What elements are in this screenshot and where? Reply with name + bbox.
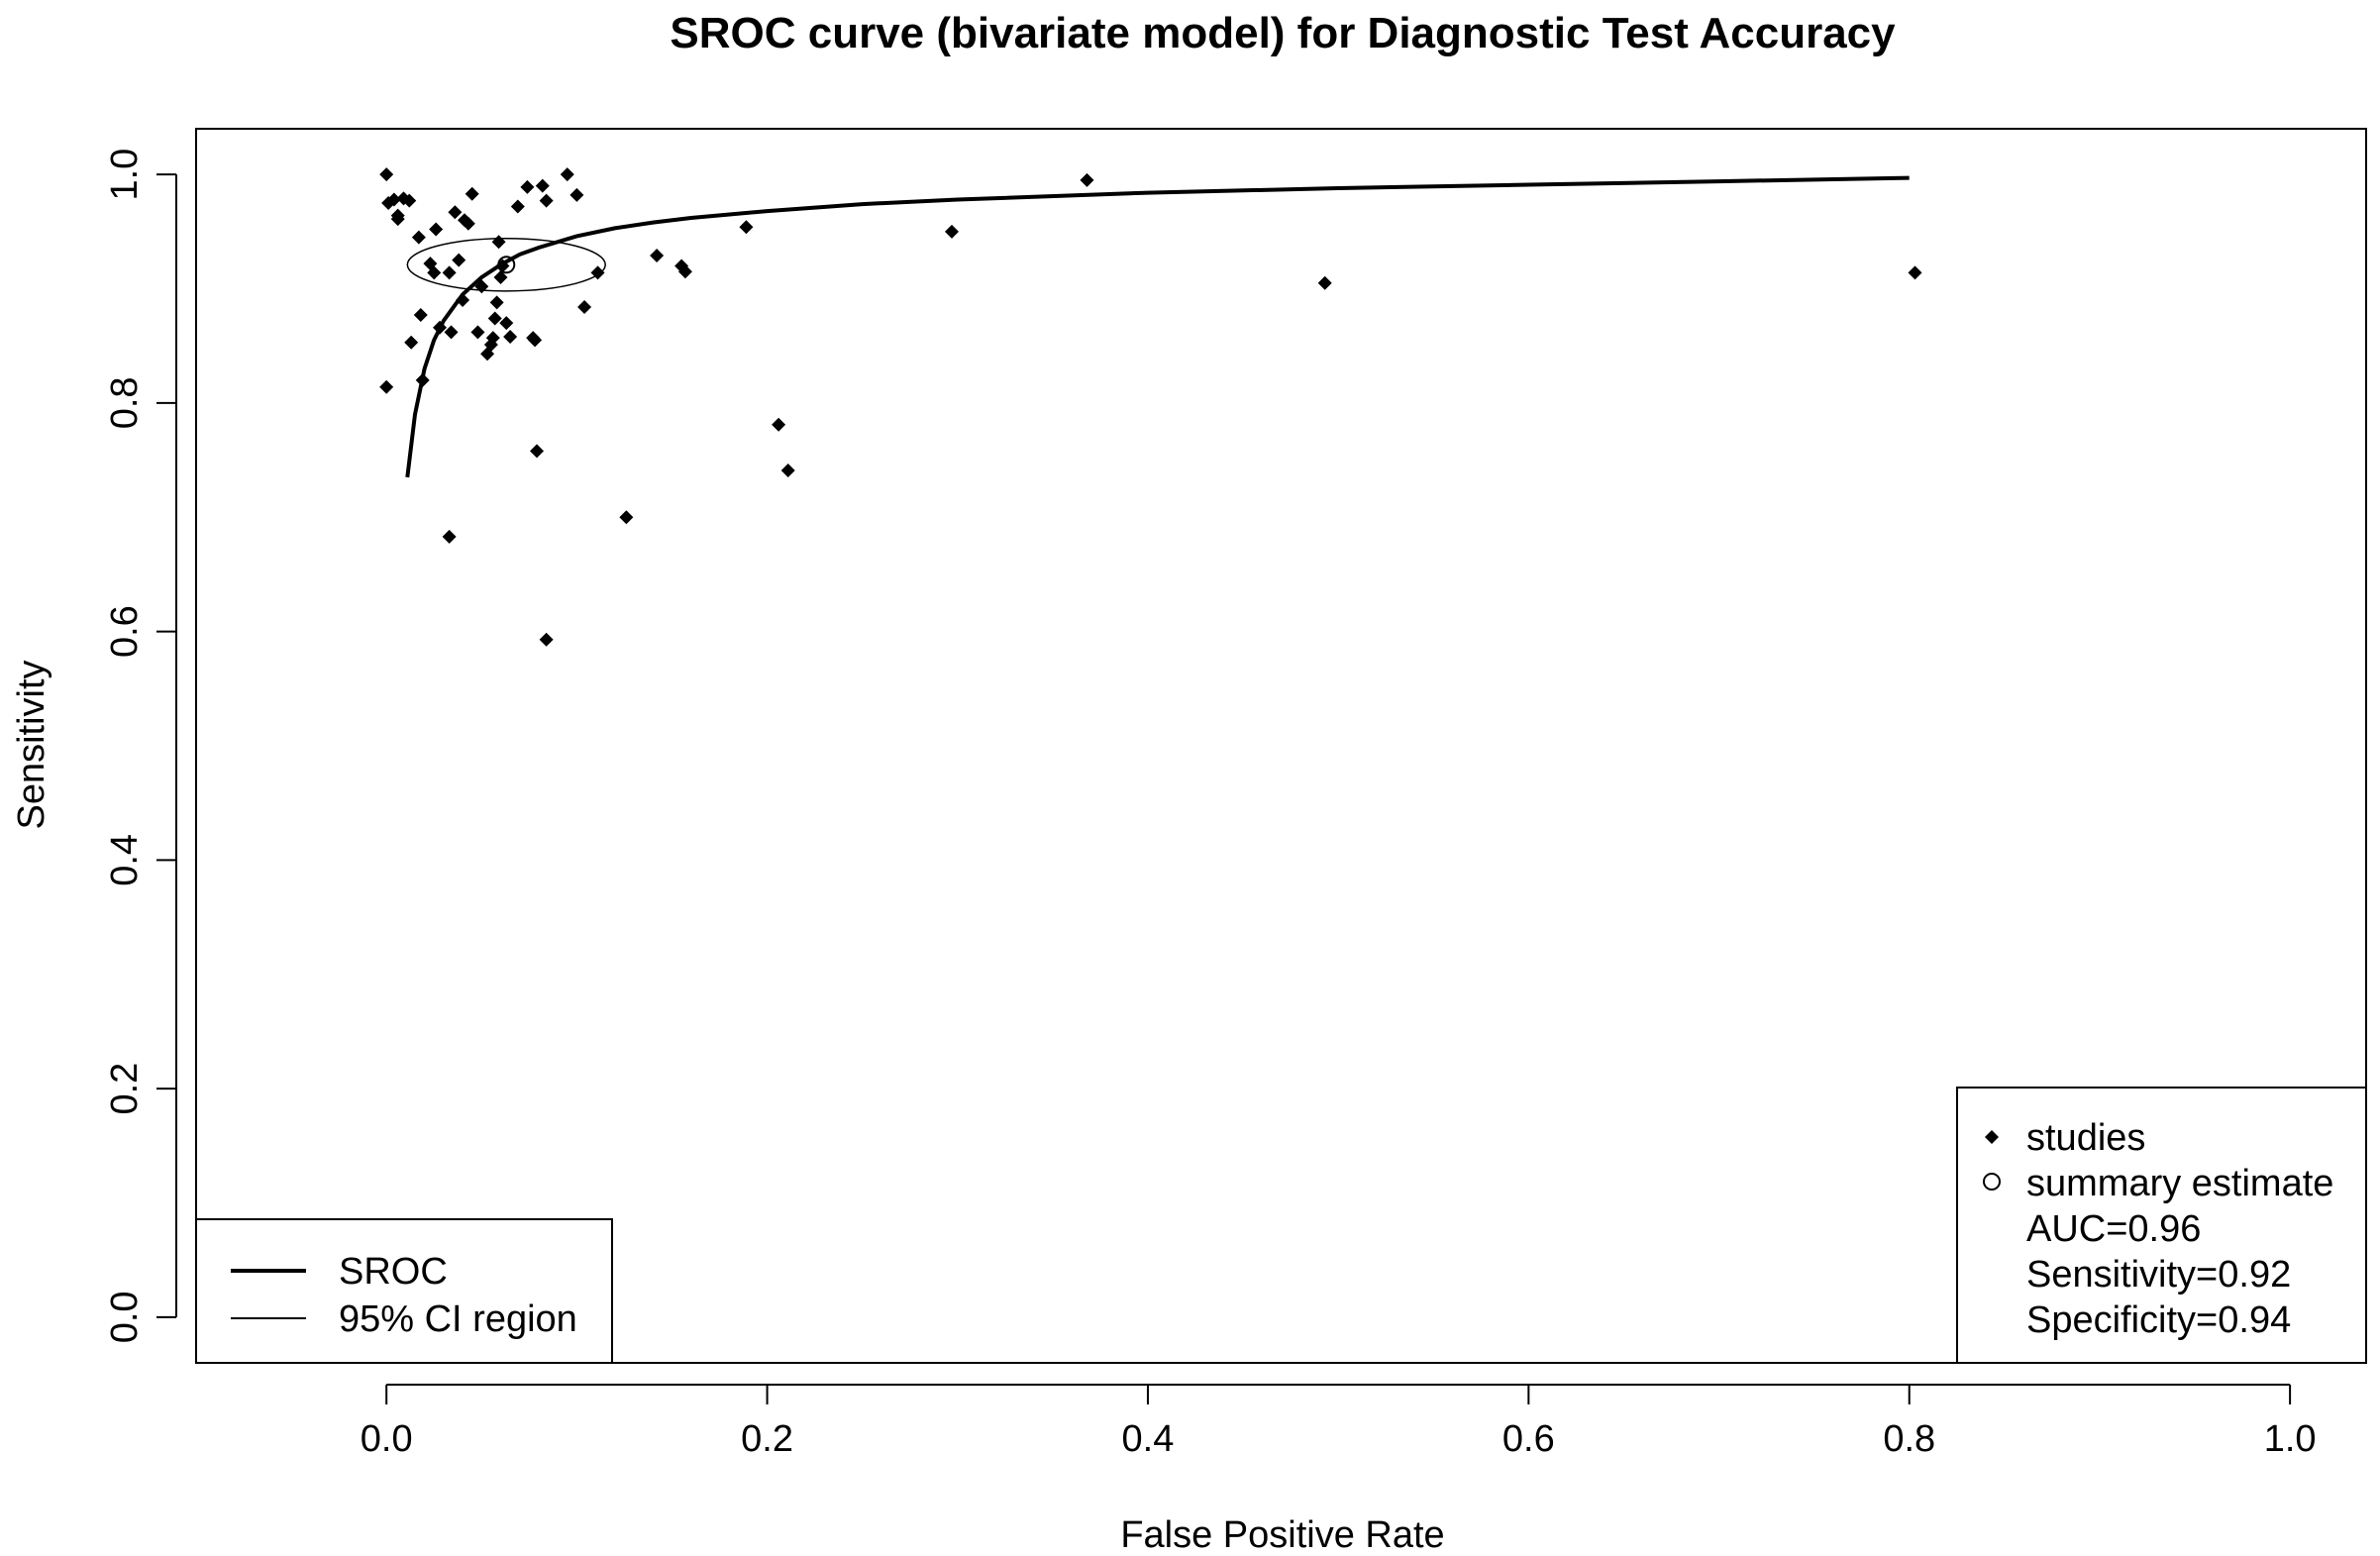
- study-point: [379, 379, 394, 394]
- legend-sensitivity-text: Sensitivity=0.92: [2026, 1254, 2291, 1296]
- x-tick-label: 0.2: [741, 1418, 793, 1460]
- study-point: [402, 193, 417, 208]
- study-point: [510, 199, 525, 214]
- x-tick-label: 0.0: [361, 1418, 413, 1460]
- legend-summary-label: summary estimate: [2026, 1163, 2333, 1204]
- legend-summary-marker: [1983, 1173, 2001, 1191]
- study-point: [433, 320, 448, 335]
- legend-sroc-label: SROC: [339, 1251, 448, 1293]
- study-point: [1317, 275, 1332, 290]
- study-point: [739, 220, 754, 235]
- study-point: [590, 265, 605, 280]
- study-point: [577, 299, 592, 314]
- study-point: [650, 249, 665, 263]
- ci-ellipse: [406, 238, 606, 292]
- study-point: [535, 178, 550, 193]
- study-point: [503, 329, 518, 344]
- study-point: [560, 167, 574, 182]
- y-tick-label: 0.2: [104, 1063, 146, 1115]
- y-tick-label: 0.4: [104, 834, 146, 886]
- plot-layer: [379, 167, 1922, 647]
- plot-frame: [195, 128, 2367, 1364]
- study-point: [413, 308, 428, 323]
- x-tick-label: 1.0: [2264, 1418, 2317, 1460]
- study-point: [429, 222, 444, 237]
- study-point: [390, 212, 405, 227]
- study-point: [780, 463, 795, 477]
- study-point: [444, 325, 459, 340]
- legend-studies-label: studies: [2026, 1117, 2145, 1159]
- y-tick-label: 0.0: [104, 1291, 146, 1343]
- study-point: [619, 510, 634, 525]
- study-point: [452, 253, 466, 267]
- study-point: [485, 331, 500, 346]
- study-point: [415, 372, 430, 387]
- legend-auc-text: AUC=0.96: [2026, 1208, 2201, 1250]
- study-point: [461, 216, 475, 231]
- study-point: [456, 293, 470, 308]
- study-point: [491, 235, 506, 250]
- study-point: [493, 269, 508, 284]
- study-point: [1908, 265, 1922, 280]
- study-point: [569, 187, 584, 202]
- legend-specificity-text: Specificity=0.94: [2026, 1299, 2291, 1341]
- study-point: [677, 264, 692, 279]
- study-point: [487, 311, 502, 326]
- study-point: [772, 417, 786, 432]
- study-point: [474, 279, 489, 294]
- study-point: [442, 265, 457, 280]
- study-point: [539, 632, 554, 647]
- y-tick-label: 0.6: [104, 605, 146, 658]
- legend-right-box: [1956, 1087, 2367, 1364]
- y-tick-label: 0.8: [104, 376, 146, 429]
- study-point: [499, 316, 514, 331]
- y-axis-label: Sensitivity: [11, 660, 52, 829]
- legend-right: studies summary estimate AUC=0.96 Sensit…: [1956, 1087, 2367, 1364]
- study-point: [386, 192, 401, 207]
- study-point: [470, 325, 485, 340]
- legend-studies-marker: [1985, 1130, 1999, 1144]
- summary-point: [497, 256, 516, 274]
- x-tick-label: 0.4: [1122, 1418, 1175, 1460]
- study-point: [427, 265, 442, 280]
- study-point: [539, 193, 554, 208]
- legend-left-box: [195, 1218, 613, 1364]
- study-point: [379, 167, 394, 182]
- study-point: [448, 205, 463, 220]
- axes-layer: 0.0 0.2 0.4 0.6 0.8 1.0 0.0 0.2 0.4 0.6 0.8 1.0: [104, 128, 2367, 1460]
- study-point: [411, 230, 426, 245]
- x-axis-label: False Positive Rate: [1120, 1514, 1444, 1556]
- study-point: [530, 444, 545, 459]
- sroc-curve: [405, 175, 1910, 478]
- legend-left: SROC 95% CI region: [195, 1218, 613, 1364]
- study-point: [465, 186, 479, 201]
- x-tick-label: 0.6: [1502, 1418, 1555, 1460]
- y-tick-label: 1.0: [104, 149, 146, 201]
- study-point: [520, 179, 535, 194]
- chart-title: SROC curve (bivariate model) for Diagnos…: [670, 9, 1896, 57]
- x-tick-label: 0.8: [1883, 1418, 1935, 1460]
- study-point: [404, 335, 419, 350]
- study-point: [442, 529, 457, 544]
- study-point: [489, 295, 504, 310]
- study-point: [528, 333, 543, 348]
- study-point: [945, 224, 960, 239]
- study-point: [1080, 172, 1094, 187]
- legend-ci-label: 95% CI region: [339, 1298, 577, 1340]
